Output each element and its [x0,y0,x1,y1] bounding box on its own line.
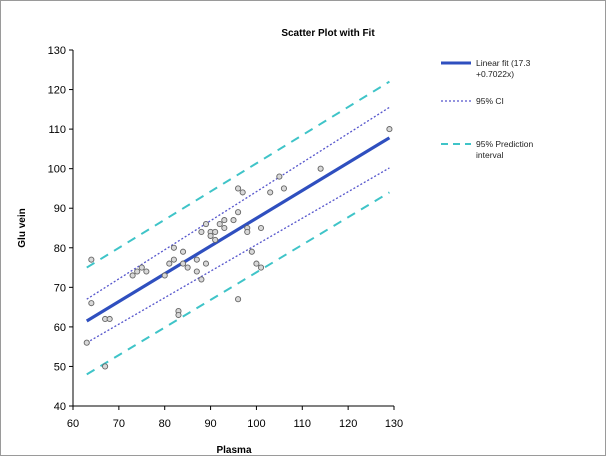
data-point [253,260,260,267]
data-point [276,173,283,180]
data-point [248,248,255,255]
data-point [88,300,95,307]
data-point [198,228,205,236]
data-point [193,256,200,263]
data-point [244,228,251,236]
data-point [257,264,265,271]
ci-upper-line [86,106,390,300]
data-point [88,256,95,263]
legend-label-line2: +0.7022x) [476,69,514,79]
prediction-lower-line [86,191,390,376]
data-point [239,189,246,196]
data-point [280,185,287,192]
plot-area: 40 50 60 70 80 90 100 110 120 130 60 70 80 90 100 110 12… [48,45,404,430]
data-point [221,224,228,232]
data-point [202,220,210,228]
data-point [216,220,223,228]
data-point [161,272,168,279]
data-point [235,185,242,192]
legend-label: 95% Prediction [476,139,533,149]
data-point [129,272,136,279]
x-axis-label: Plasma [216,445,251,456]
legend-label: Linear fit (17.3 [476,58,531,68]
x-tick-label: 130 [385,418,403,430]
data-point [193,268,200,275]
data-point [235,209,242,216]
data-point [317,165,324,172]
y-tick-label: 40 [54,401,66,413]
legend-label-line2: interval [476,150,504,160]
prediction-upper-line [86,80,390,269]
data-point [202,260,210,267]
data-point [102,363,109,370]
chart-title: Scatter Plot with Fit [281,28,375,39]
ci-lower-line [86,167,390,344]
data-point [230,217,237,224]
x-tick-label: 80 [159,418,171,430]
y-tick-label: 120 [48,85,66,97]
data-point [138,264,145,271]
data-point [166,260,173,267]
y-axis-label: Glu vein [17,208,28,247]
legend-label: 95% CI [476,96,504,106]
data-point [83,339,90,346]
data-point [175,311,182,319]
data-point [180,260,187,267]
y-tick-label: 50 [54,361,66,373]
y-tick-label: 130 [48,45,66,57]
y-tick-label: 60 [54,322,66,334]
data-point [235,296,242,303]
x-tick-label: 70 [113,418,125,430]
data-point [180,248,187,255]
data-point [170,256,177,263]
fit-line [85,136,391,323]
y-tick-label: 110 [48,124,66,136]
data-point [106,315,113,323]
data-point [212,236,219,243]
data-point [221,217,228,224]
x-tick-label: 100 [247,418,265,430]
y-tick-label: 100 [48,164,66,176]
x-tick-label: 110 [294,418,312,430]
x-tick-label: 120 [339,418,357,430]
data-point [212,228,219,236]
data-point [257,224,265,232]
y-tick-label: 90 [54,203,66,215]
x-tick-label: 90 [204,418,216,430]
data-point [198,276,205,283]
y-tick-label: 70 [54,282,66,294]
data-point [170,244,177,251]
data-point [184,264,191,271]
data-point [267,189,274,196]
data-point [207,232,214,239]
legend: Linear fit (17.3+0.7022x) 95% CI 95% Predi… [441,58,533,160]
data-point [134,268,141,275]
x-tick-label: 60 [67,418,79,430]
data-point [143,268,150,275]
y-tick-label: 80 [54,243,66,255]
data-point [386,126,393,133]
